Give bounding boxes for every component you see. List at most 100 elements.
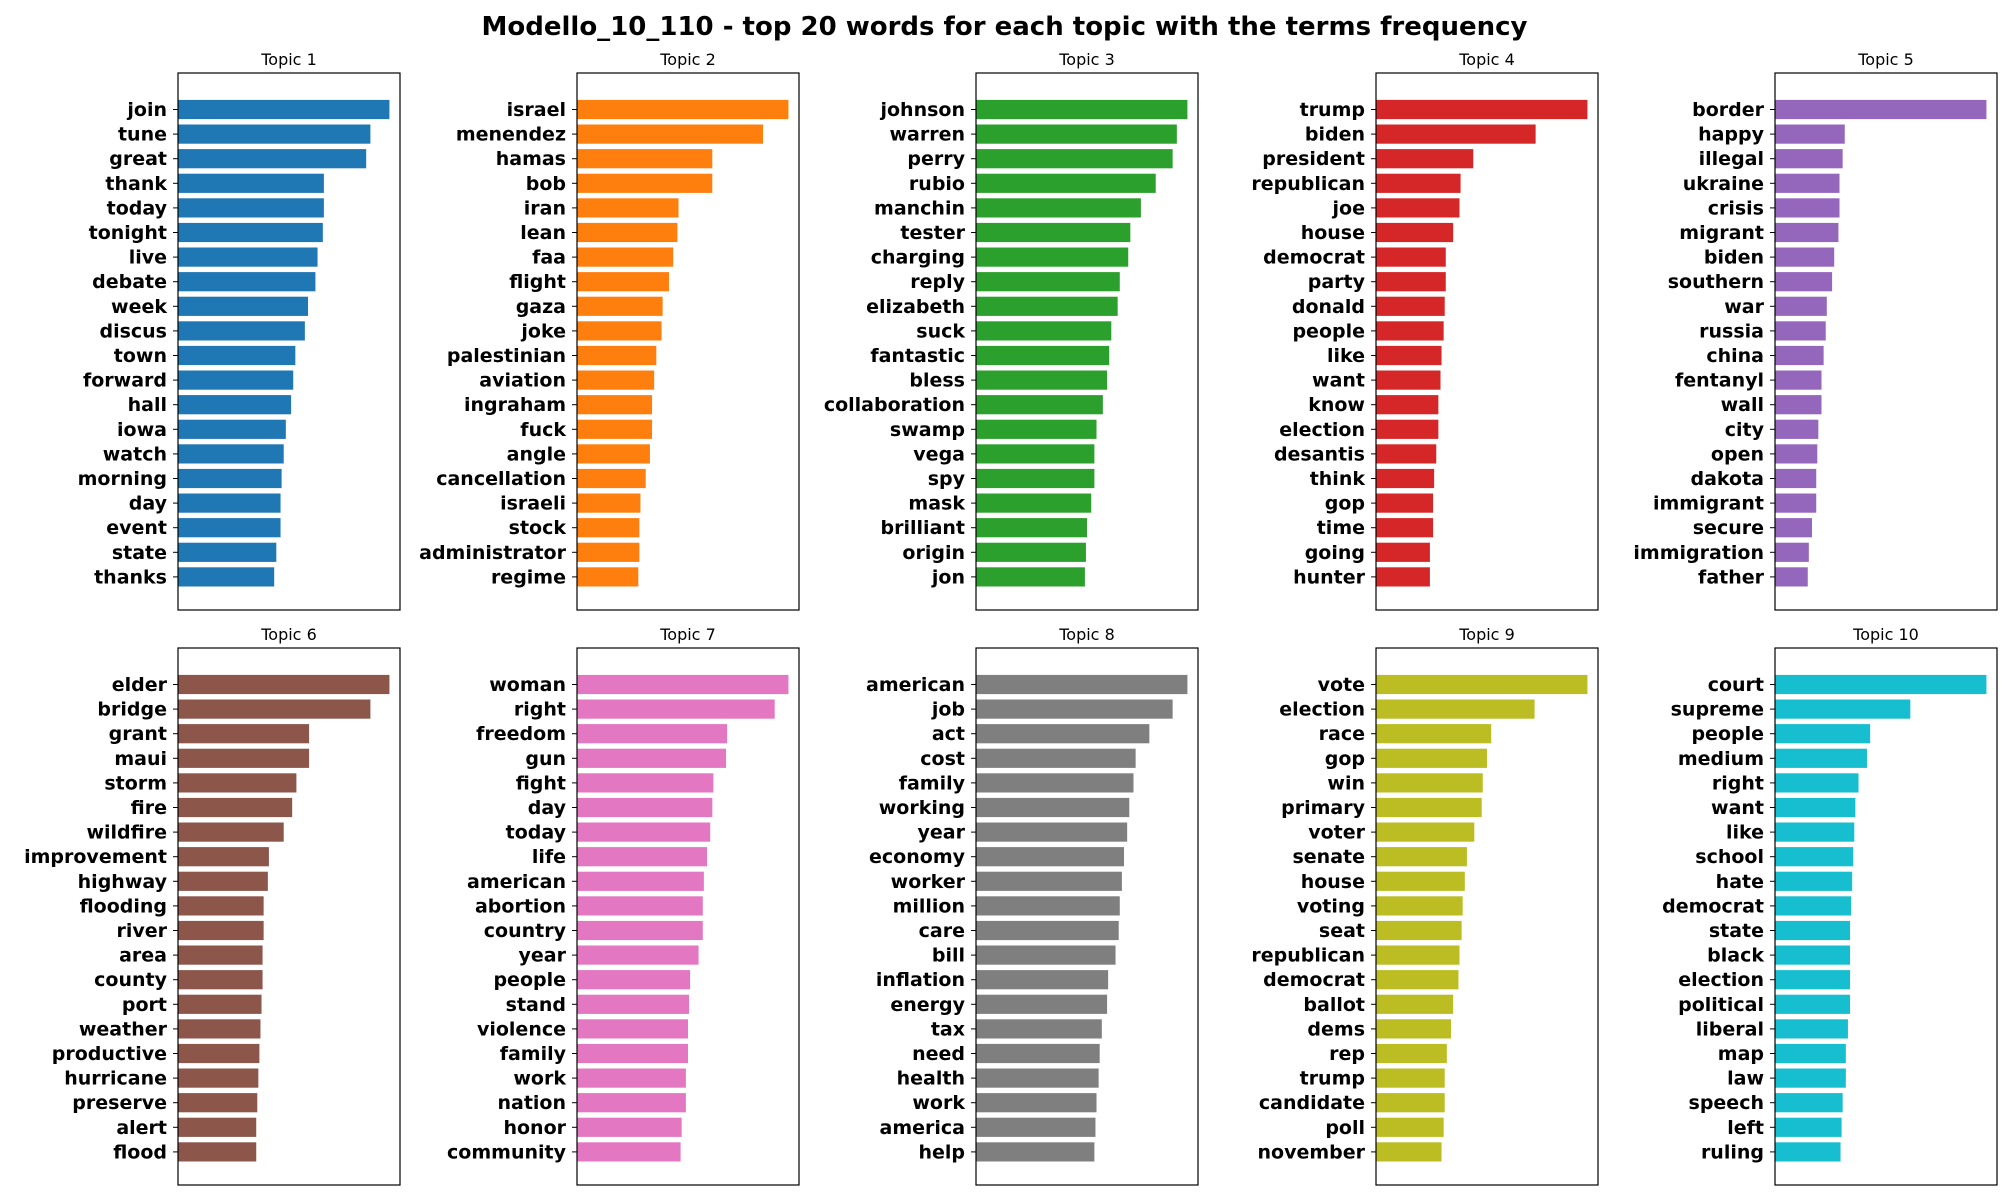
topic-2-bar bbox=[577, 173, 713, 193]
topic-5-word-label: secure bbox=[1693, 517, 1764, 539]
topic-4-word-label: gop bbox=[1325, 493, 1365, 515]
topic-3-bar bbox=[976, 173, 1156, 193]
topic-5-word-label: southern bbox=[1668, 271, 1764, 293]
topic-4-word-label: donald bbox=[1292, 296, 1365, 318]
topic-1-word-label: join bbox=[126, 99, 167, 121]
topic-7-bar bbox=[577, 920, 703, 941]
topic-3-bar bbox=[976, 542, 1086, 562]
topic-2-bar bbox=[577, 395, 653, 415]
topic-2-word-label: israel bbox=[507, 99, 566, 121]
topic-3-bar bbox=[976, 272, 1120, 292]
topic-7-bar bbox=[577, 896, 703, 916]
topic-2-word-label: flight bbox=[509, 271, 566, 293]
topic-2-bar bbox=[577, 321, 662, 341]
topic-10-word-label: left bbox=[1727, 1117, 1764, 1139]
topic-7-word-label: abortion bbox=[475, 895, 566, 917]
topic-3-word-label: tester bbox=[900, 222, 965, 244]
topic-7-bar bbox=[577, 674, 789, 695]
topic-3-word-label: johnson bbox=[879, 99, 965, 121]
topic-2-bar bbox=[577, 296, 663, 316]
topic-7-bar bbox=[577, 797, 713, 818]
topic-7-word-label: american bbox=[467, 871, 566, 893]
topic-8-word-label: tax bbox=[931, 1018, 965, 1040]
topic-2-word-label: faa bbox=[532, 247, 566, 269]
topic-7-bar bbox=[577, 748, 727, 768]
topic-8-bar bbox=[976, 871, 1122, 891]
topic-2-word-label: ingraham bbox=[464, 394, 566, 416]
topic-9-bar bbox=[1376, 896, 1463, 916]
topic-2-bar bbox=[577, 518, 640, 538]
topic-4-word-label: think bbox=[1310, 468, 1366, 490]
topic-8-bar bbox=[976, 1043, 1100, 1064]
topic-9-word-label: win bbox=[1327, 772, 1365, 794]
topic-8-bar bbox=[976, 1142, 1095, 1162]
topic-9-bar bbox=[1376, 994, 1454, 1014]
topic-1-bar bbox=[178, 345, 296, 366]
topic-1-bar bbox=[178, 173, 324, 193]
topic-2-word-label: palestinian bbox=[447, 345, 566, 367]
topic-3-bar bbox=[976, 222, 1131, 243]
topic-9-word-label: dems bbox=[1307, 1018, 1365, 1040]
topic-8-bar bbox=[976, 797, 1130, 818]
topic-6-bar bbox=[178, 1019, 261, 1039]
topic-8-axes-frame bbox=[975, 647, 1199, 1186]
topic-3-bar bbox=[976, 198, 1141, 218]
topic-7-word-label: today bbox=[506, 822, 567, 844]
topic-6-bar bbox=[178, 1117, 257, 1137]
topic-10-title: Topic 10 bbox=[1852, 625, 1919, 644]
topic-2-bar bbox=[577, 567, 639, 587]
topic-3-bar bbox=[976, 468, 1095, 489]
topic-7-word-label: fight bbox=[516, 772, 566, 794]
topic-8-word-label: bill bbox=[932, 945, 965, 967]
topic-8-word-label: job bbox=[931, 699, 965, 721]
topic-10-word-label: map bbox=[1718, 1043, 1764, 1065]
topic-5-word-label: illegal bbox=[1699, 148, 1764, 170]
topic-5-word-label: fentanyl bbox=[1675, 370, 1764, 392]
topic-1-bar bbox=[178, 493, 281, 513]
topic-5-bar bbox=[1775, 567, 1808, 587]
topic-7-word-label: violence bbox=[477, 1018, 566, 1040]
topic-10-bar bbox=[1775, 674, 1987, 695]
topic-8-word-label: economy bbox=[869, 846, 966, 868]
topic-7-bar bbox=[577, 699, 775, 719]
topic-6-axes-frame bbox=[177, 647, 401, 1186]
topic-8-word-label: act bbox=[932, 723, 965, 745]
topic-4-bar bbox=[1376, 518, 1434, 538]
topic-6-word-label: port bbox=[122, 994, 167, 1016]
topic-5-bar bbox=[1775, 370, 1822, 390]
topic-10-word-label: political bbox=[1678, 994, 1764, 1016]
topic-4-bar bbox=[1376, 542, 1430, 562]
topic-4-word-label: want bbox=[1312, 370, 1365, 392]
topic-8-bar bbox=[976, 994, 1108, 1014]
topic-7-bar bbox=[577, 1093, 686, 1113]
topic-4-bar bbox=[1376, 198, 1460, 218]
topic-5-bar bbox=[1775, 124, 1845, 144]
topic-9-bar bbox=[1376, 699, 1535, 719]
topic-10-word-label: like bbox=[1726, 822, 1764, 844]
topic-1-word-label: forward bbox=[83, 370, 167, 392]
topic-2-bar bbox=[577, 149, 713, 169]
topic-8-bar bbox=[976, 945, 1116, 965]
topic-9-bar bbox=[1376, 674, 1588, 695]
topic-8-bar bbox=[976, 896, 1120, 916]
topic-9-word-label: senate bbox=[1292, 846, 1365, 868]
topic-3-word-label: vega bbox=[913, 443, 965, 465]
topic-4-axes-frame bbox=[1375, 72, 1599, 611]
topic-9-bar bbox=[1376, 1019, 1452, 1039]
topic-5-word-label: father bbox=[1698, 566, 1765, 588]
topic-1-bar bbox=[178, 518, 281, 538]
topic-2-bar bbox=[577, 444, 650, 464]
topic-6-word-label: flooding bbox=[80, 895, 167, 917]
topic-2-word-label: regime bbox=[491, 566, 566, 588]
topic-6-word-label: highway bbox=[78, 871, 168, 893]
topic-2-word-label: gaza bbox=[516, 296, 566, 318]
topic-6-word-label: improvement bbox=[24, 846, 167, 868]
topic-1-word-label: event bbox=[106, 517, 167, 539]
topic-1-bar bbox=[178, 124, 371, 144]
topic-9-bar bbox=[1376, 1068, 1445, 1088]
topic-3-word-label: reply bbox=[910, 271, 965, 293]
topic-4-word-label: president bbox=[1262, 148, 1365, 170]
